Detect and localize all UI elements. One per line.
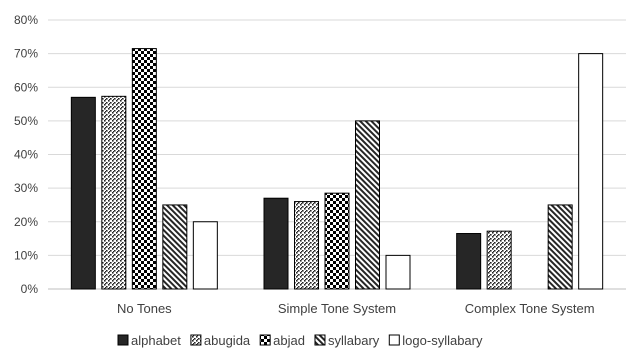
legend: alphabet abugida abjad syllabary logo-syllab… <box>117 333 483 348</box>
bar-syllabary <box>547 204 573 290</box>
y-tick-label: 50% <box>14 114 38 128</box>
y-axis: 0% 10% 20% 30% 40% 50% 60% 70% 80% <box>14 13 38 296</box>
bar-logo-syllabary <box>192 221 218 290</box>
legend-swatch-syllabary <box>314 334 326 346</box>
legend-swatch-abugida <box>190 334 202 346</box>
y-tick-label: 10% <box>14 248 38 262</box>
legend-swatch-abjad <box>259 334 271 346</box>
x-axis: No Tones Simple Tone System Complex Tone S… <box>117 301 595 316</box>
y-tick-label: 80% <box>14 13 38 27</box>
bar-syllabary <box>162 204 188 290</box>
legend-label: logo-syllabary <box>402 333 483 348</box>
legend-label: syllabary <box>328 333 380 348</box>
legend-swatch-logo-syllabary <box>388 334 400 346</box>
y-tick-label: 30% <box>14 181 38 195</box>
legend-label: abugida <box>204 333 251 348</box>
bar-alphabet <box>263 197 289 290</box>
y-tick-label: 40% <box>14 148 38 162</box>
bar-abjad <box>324 192 350 290</box>
bar-abugida <box>101 95 127 290</box>
x-tick-label: Complex Tone System <box>465 301 595 316</box>
legend-swatch-alphabet <box>117 334 129 346</box>
bar-logo-syllabary <box>385 254 411 290</box>
y-tick-label: 70% <box>14 47 38 61</box>
bar-abugida <box>294 201 319 290</box>
x-tick-label: Simple Tone System <box>278 301 396 316</box>
bar-alphabet <box>456 233 482 290</box>
bar-abugida <box>486 230 512 290</box>
legend-label: abjad <box>273 333 305 348</box>
x-tick-label: No Tones <box>117 301 172 316</box>
y-tick-label: 60% <box>14 80 38 94</box>
legend-label: alphabet <box>131 333 181 348</box>
y-tick-label: 0% <box>21 282 39 296</box>
y-tick-label: 20% <box>14 215 38 229</box>
bar-abjad <box>131 48 157 290</box>
bars <box>70 48 604 290</box>
bar-alphabet <box>70 96 96 290</box>
bar-logo-syllabary <box>578 53 604 290</box>
bar-syllabary <box>355 120 380 290</box>
